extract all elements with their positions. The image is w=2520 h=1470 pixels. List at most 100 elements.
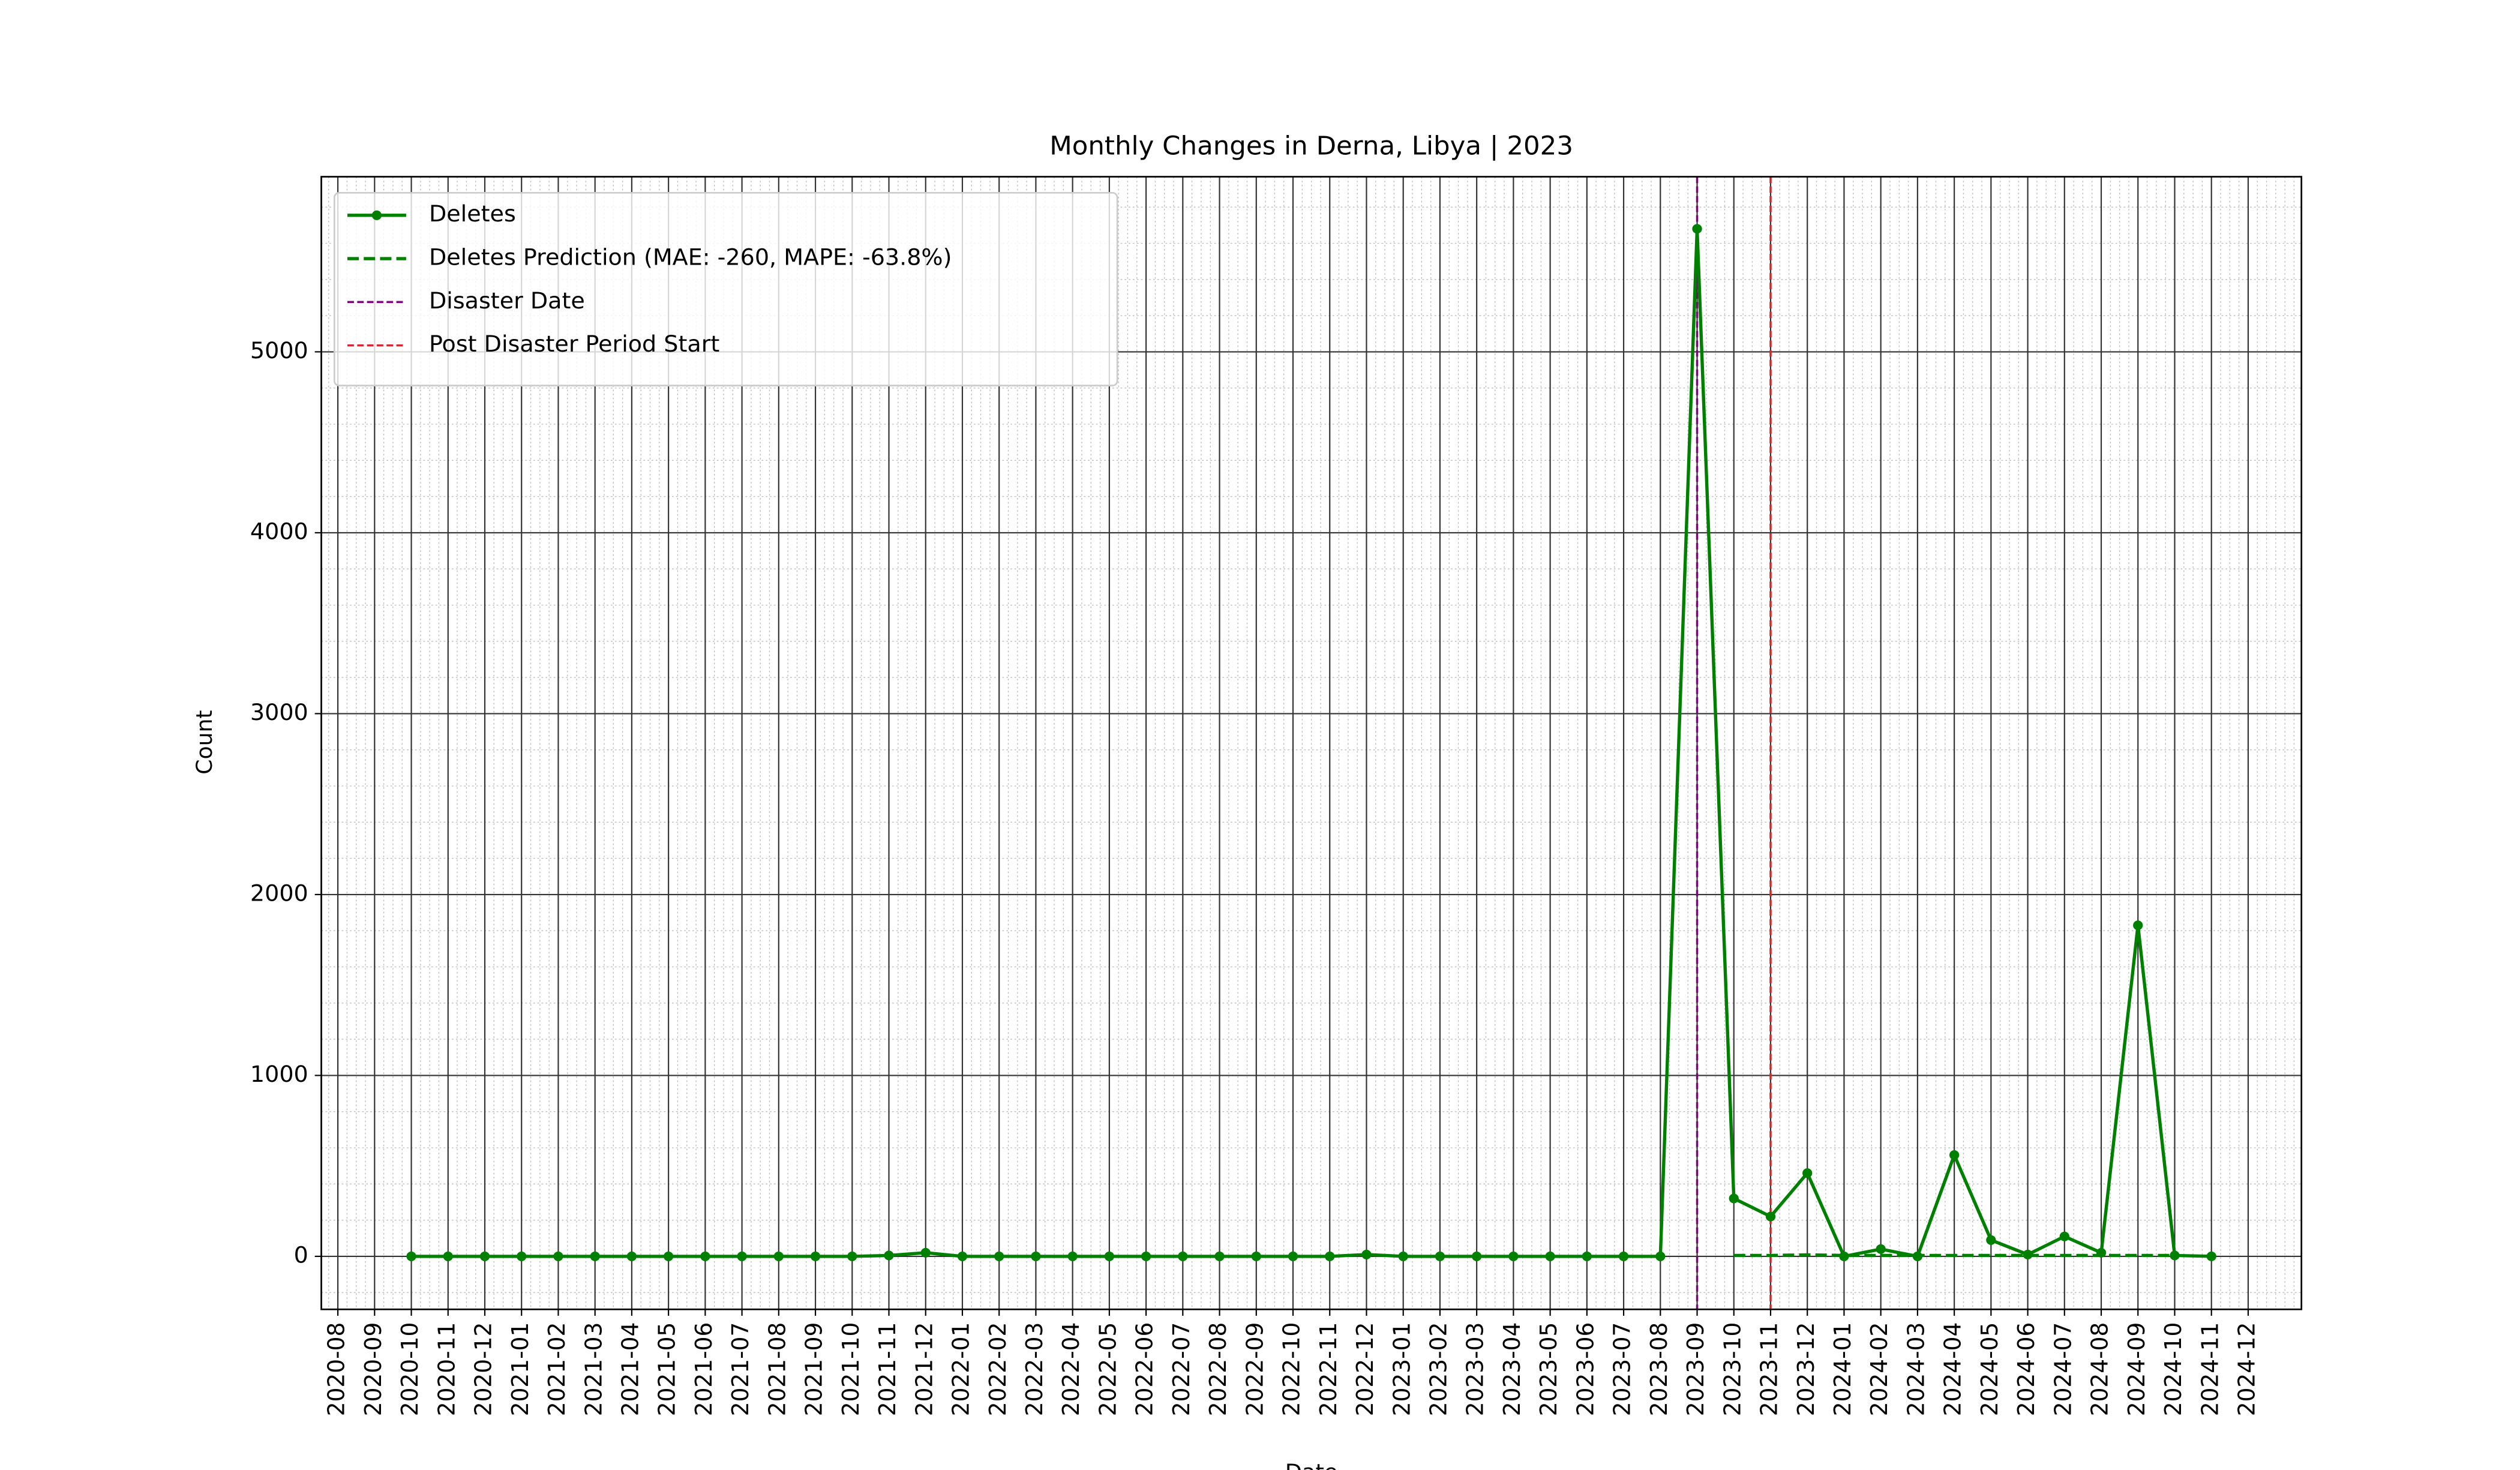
x-tick-label: 2023-08 [1646,1322,1672,1417]
x-tick-label: 2020-09 [360,1322,386,1417]
x-tick-label: 2022-01 [947,1322,974,1417]
data-point [2133,920,2143,931]
x-tick-label: 2023-11 [1756,1322,1782,1417]
x-tick-label: 2023-01 [1388,1322,1415,1417]
x-tick-label: 2022-07 [1168,1322,1195,1417]
x-tick-label: 2022-02 [985,1322,1011,1417]
x-tick-label: 2020-08 [323,1322,349,1417]
x-tick-label: 2024-04 [1939,1322,1966,1417]
data-point [1251,1251,1261,1261]
y-tick-label: 2000 [250,880,308,907]
data-point [1618,1251,1629,1261]
x-tick-label: 2022-06 [1131,1322,1157,1417]
data-point [1582,1251,1592,1261]
legend-label: Deletes [429,200,516,227]
chart-title: Monthly Changes in Derna, Libya | 2023 [1049,131,1573,161]
data-point [884,1250,894,1261]
x-tick-label: 2024-01 [1829,1322,1856,1417]
x-tick-label: 2024-07 [2050,1322,2076,1417]
x-tick-label: 2021-01 [507,1322,533,1417]
data-point [1178,1251,1188,1261]
data-point [1949,1150,1960,1160]
x-tick-label: 2023-05 [1535,1322,1562,1417]
x-tick-label: 2020-10 [397,1322,423,1417]
x-tick-label: 2021-08 [764,1322,790,1417]
data-point [1325,1251,1335,1261]
x-tick-label: 2020-12 [470,1322,496,1417]
x-tick-label: 2021-10 [838,1322,864,1417]
x-tick-label: 2021-05 [653,1322,680,1417]
x-tick-label: 2024-05 [1976,1322,2003,1417]
grid [321,176,2302,1310]
data-point [443,1251,453,1261]
legend-box [333,191,1118,386]
legend-label: Deletes Prediction (MAE: -260, MAPE: -63… [429,244,952,271]
data-point [553,1251,563,1261]
x-tick-label: 2021-06 [691,1322,717,1417]
x-tick-label: 2021-04 [617,1322,643,1417]
x-tick-label: 2022-08 [1205,1322,1231,1417]
x-tick-label: 2021-12 [911,1322,937,1417]
x-tick-label: 2022-03 [1021,1322,1048,1417]
data-point [1104,1251,1115,1261]
y-tick-label: 0 [294,1242,308,1268]
x-tick-label: 2021-07 [727,1322,754,1417]
x-tick-label: 2022-10 [1278,1322,1304,1417]
x-tick-label: 2024-02 [1866,1322,1892,1417]
legend-label: Post Disaster Period Start [429,331,719,357]
x-tick-label: 2021-11 [874,1322,901,1417]
data-point [1361,1249,1372,1259]
data-point [773,1251,784,1261]
data-point [1729,1193,1739,1204]
data-point [700,1251,710,1261]
data-point [1067,1251,1078,1261]
data-point [479,1251,490,1261]
x-tick-label: 2022-05 [1094,1322,1121,1417]
legend-marker [371,210,382,220]
x-tick-label: 2024-08 [2086,1322,2113,1417]
data-point [590,1251,600,1261]
data-point [626,1251,637,1261]
data-point [737,1251,747,1261]
legend-label: Disaster Date [429,287,585,314]
data-point [1398,1251,1408,1261]
x-tick-label: 2023-02 [1425,1322,1451,1417]
x-tick-label: 2021-03 [580,1322,607,1417]
x-tick-label: 2021-09 [800,1322,827,1417]
y-tick-label: 3000 [250,699,308,725]
data-point [1545,1251,1555,1261]
data-point [847,1251,857,1261]
data-point [1508,1251,1519,1261]
x-tick-label: 2023-10 [1719,1322,1745,1417]
y-tick-label: 4000 [250,518,308,545]
data-point [1986,1235,1996,1245]
data-point [1472,1251,1482,1261]
x-tick-label: 2023-07 [1609,1322,1635,1417]
x-tick-label: 2024-03 [1903,1322,1929,1417]
x-tick-label: 2023-06 [1572,1322,1598,1417]
x-tick-label: 2024-09 [2123,1322,2150,1417]
data-point [810,1251,821,1261]
data-point [957,1251,968,1261]
x-tick-label: 2022-12 [1352,1322,1378,1417]
x-tick-label: 2020-11 [433,1322,460,1417]
x-tick-label: 2024-06 [2013,1322,2039,1417]
data-point [2206,1251,2216,1261]
data-point [406,1251,416,1261]
data-point [1692,224,1702,234]
data-point [1031,1251,1041,1261]
data-point [1288,1251,1298,1261]
x-tick-label: 2021-02 [544,1322,570,1417]
plot-frame [320,176,2303,1310]
series-line [411,229,2212,1258]
data-point [1765,1211,1776,1222]
x-tick-label: 2022-11 [1315,1322,1342,1417]
data-point [1802,1168,1813,1178]
data-point [1435,1251,1445,1261]
x-tick-label: 2023-09 [1682,1322,1709,1417]
data-point [1141,1251,1151,1261]
data-point [663,1251,674,1261]
x-tick-label: 2023-12 [1793,1322,1819,1417]
data-point [994,1251,1004,1261]
